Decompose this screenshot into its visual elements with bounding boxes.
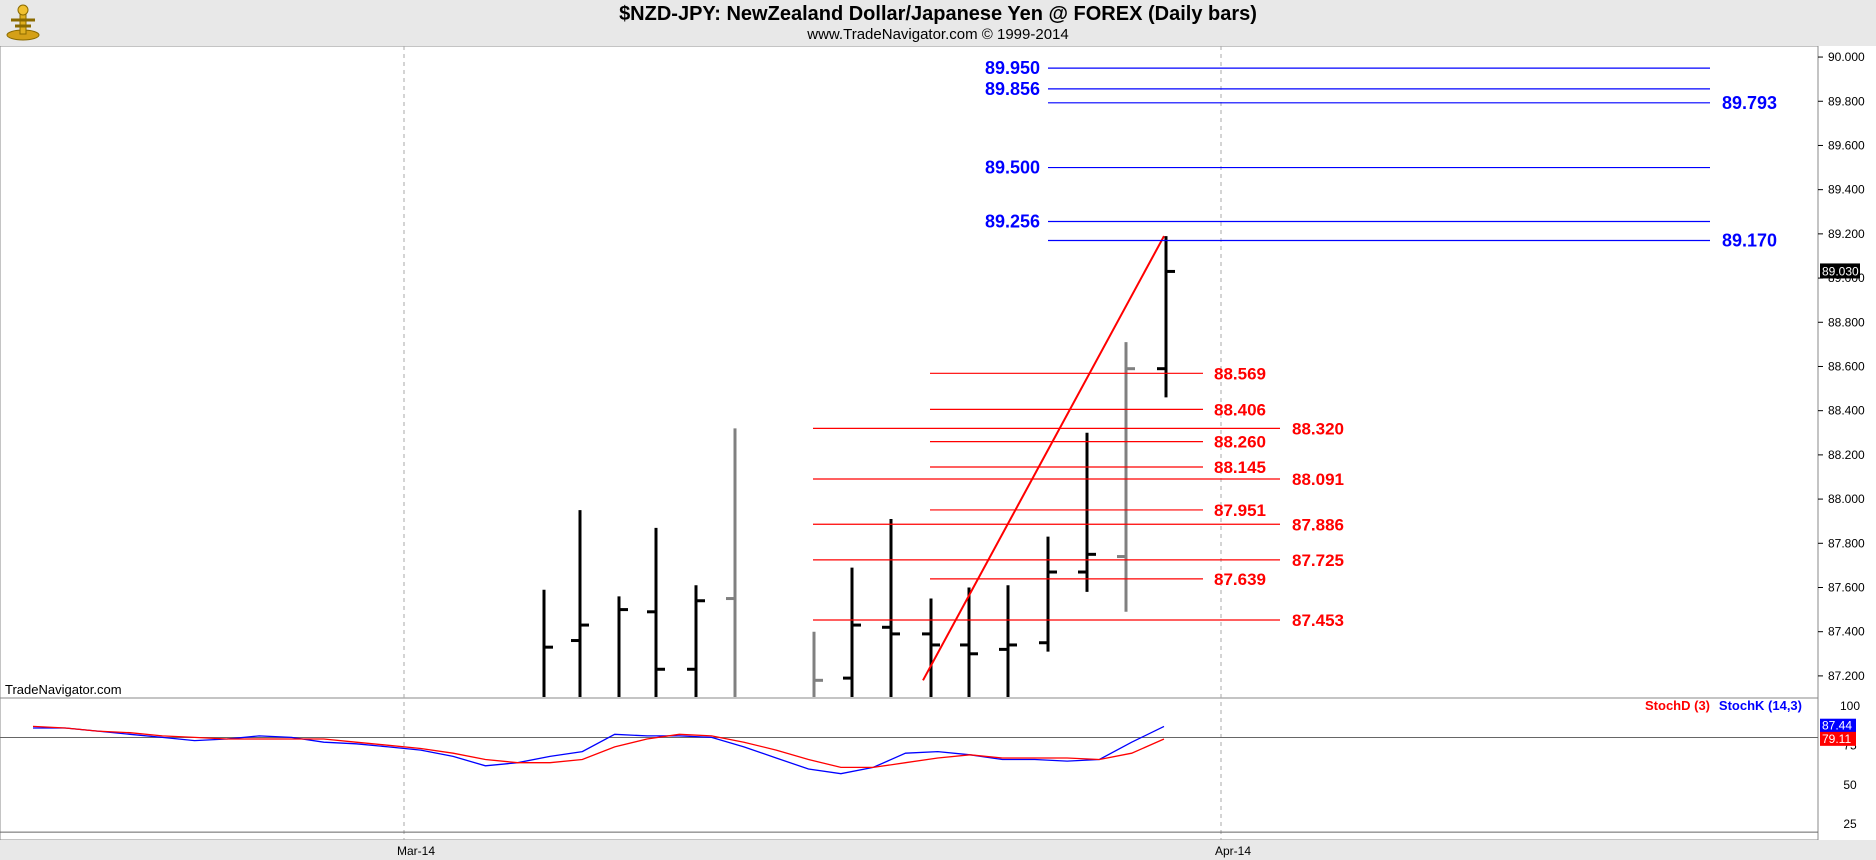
stoch-tick-label: 25 [1843,817,1857,831]
price-tick-label: 87.400 [1828,625,1865,639]
stochd-value-box [1820,731,1856,746]
stochd-value-label: 79.11 [1822,732,1851,746]
ohlc-bar [843,567,861,697]
price-tick-label: 87.200 [1828,669,1865,683]
last-price-label: 89.030 [1822,264,1859,278]
last-price-box [1820,263,1860,279]
price-tick-label: 88.800 [1828,315,1865,329]
stochk-legend: StochK (14,3) [1719,698,1802,713]
ohlc-bar [542,589,553,697]
red-level-label: 88.145 [1214,458,1266,477]
price-tick-label: 88.200 [1828,448,1865,462]
ohlc-bar [726,428,737,697]
chart-title: $NZD-JPY: NewZealand Dollar/Japanese Yen… [619,3,1257,25]
red-level-label: 88.320 [1292,419,1344,438]
red-level-label: 88.406 [1214,400,1266,419]
blue-level-label: 89.170 [1722,230,1777,250]
price-tick-label: 89.800 [1828,94,1865,108]
stoch-tick-label: 100 [1840,699,1860,713]
watermark-text: TradeNavigator.com [5,682,122,697]
ohlc-bar [1117,342,1135,612]
price-tick-label: 88.000 [1828,492,1865,506]
blue-level-label: 89.500 [985,158,1040,178]
price-tick-label: 90.000 [1828,50,1865,64]
ohlc-bar [687,585,705,697]
ohlc-bar [617,596,628,697]
red-level-label: 88.260 [1214,433,1266,452]
date-axis-panel [0,840,1876,860]
ohlc-bar [1157,236,1175,398]
ohlc-bar [999,585,1017,697]
blue-level-label: 89.256 [985,211,1040,231]
trade-navigator-logo-icon [3,2,43,47]
chart-subtitle: www.TradeNavigator.com © 1999-2014 [807,26,1069,43]
blue-level-label: 89.856 [985,79,1040,99]
header: $NZD-JPY: NewZealand Dollar/Japanese Yen… [0,0,1876,46]
price-tick-label: 88.400 [1828,404,1865,418]
price-tick-label: 89.400 [1828,183,1865,197]
stochd-legend: StochD (3) [1645,698,1710,713]
red-level-label: 87.951 [1214,501,1266,520]
stochk-value-label: 87.44 [1822,719,1852,733]
red-level-label: 87.725 [1292,551,1344,570]
ohlc-bar [882,518,900,697]
price-axis-panel [1818,46,1876,840]
stochd-line [32,725,1165,769]
trend-line [922,235,1165,681]
blue-level-label: 89.793 [1722,93,1777,113]
ohlc-bar [571,510,589,697]
ohlc-bar [812,631,823,697]
price-tick-label: 89.200 [1828,227,1865,241]
plot-area [0,45,1819,841]
price-tick-label: 89.600 [1828,138,1865,152]
ohlc-bar [960,587,978,697]
red-level-label: 88.569 [1214,364,1266,383]
price-tick-label: 87.600 [1828,580,1865,594]
ohlc-bar [1078,432,1096,592]
red-level-label: 87.453 [1292,611,1344,630]
stoch-tick-label: 50 [1843,778,1857,792]
red-level-label: 87.639 [1214,570,1266,589]
price-tick-label: 88.600 [1828,359,1865,373]
date-tick-label: Apr-14 [1215,844,1251,858]
red-level-label: 87.886 [1292,515,1344,534]
ohlc-bar [647,527,665,697]
ohlc-bar [922,598,940,697]
price-tick-label: 87.800 [1828,536,1865,550]
stochk-value-box [1820,718,1856,733]
blue-level-label: 89.950 [985,58,1040,78]
date-tick-label: Mar-14 [397,844,435,858]
ohlc-bar [1039,536,1057,652]
red-level-label: 88.091 [1292,470,1344,489]
